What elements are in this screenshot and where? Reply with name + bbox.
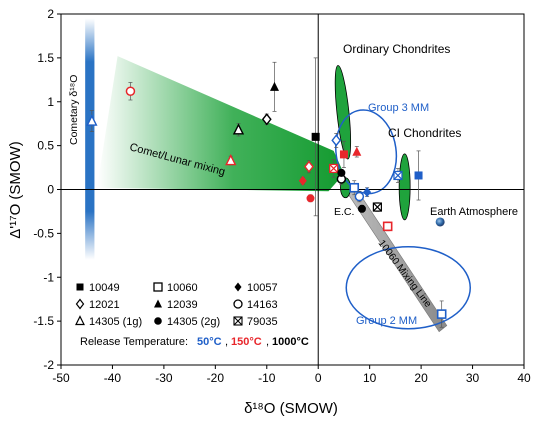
cometary-band	[85, 18, 95, 260]
cometary-label: Cometary δ¹⁸O	[68, 75, 80, 145]
group2-mm-field	[345, 246, 471, 330]
x-tick-label: -50	[52, 371, 70, 385]
point-14305-2g--150c	[306, 194, 315, 203]
x-tick-label: 0	[315, 371, 322, 385]
legend-label: 79035	[247, 316, 278, 328]
xbox-cross	[393, 171, 403, 180]
y-axis-ticks: 2 1.5 1 0.5 0 -0.5 -1 -1.5 -2	[33, 7, 61, 372]
x-tick-label: 30	[466, 371, 480, 385]
point-10060-50c	[349, 182, 360, 193]
legend: 10049 10060 10057 12021 12039 14163 14305 (1g)…	[75, 282, 278, 328]
point-12021-50c	[331, 134, 342, 147]
legend-label: 14305 (1g)	[89, 316, 142, 328]
y-tick-label: 0	[47, 183, 54, 197]
point-14305-2g--1000c	[337, 168, 346, 177]
ordinary-chondrites-label: Ordinary Chondrites	[343, 42, 450, 56]
legend-marker	[76, 283, 84, 291]
point-12021-1000c	[261, 113, 272, 126]
ec-label: E.C.	[334, 206, 354, 218]
y-tick-label: -0.5	[33, 226, 54, 240]
x-tick-label: 20	[414, 371, 428, 385]
x-tick-label: -40	[104, 371, 122, 385]
temp-50-label: 50°C	[197, 336, 222, 348]
legend-label: 10057	[247, 282, 278, 294]
point-10060-150c	[382, 221, 393, 232]
release-temperature-label: Release Temperature:	[80, 336, 188, 348]
point-12021-150c	[304, 160, 314, 173]
point-10057-150c	[298, 175, 307, 186]
point-14305-1g--50c	[86, 114, 98, 126]
y-tick-label: 1.5	[37, 51, 54, 65]
legend-label: 12039	[167, 299, 198, 311]
x-tick-label: -20	[207, 371, 225, 385]
legend-marker	[154, 299, 162, 308]
y-tick-label: 2	[47, 7, 54, 21]
earth-atmosphere-label: Earth Atmosphere	[430, 206, 518, 218]
legend-marker	[153, 282, 163, 292]
point-12039-1000c	[269, 81, 279, 91]
legend-label: 14163	[247, 299, 278, 311]
temp-sep-2: ,	[266, 336, 269, 348]
release-temperature-note: Release Temperature: 50°C , 150°C , 1000…	[80, 336, 309, 348]
y-tick-label: -1.5	[33, 314, 54, 328]
point-12039-150c	[352, 146, 362, 156]
point-14305-1g--150c	[225, 153, 237, 166]
point-10049-150c	[339, 150, 348, 159]
mixing-line-label: 10060 Mixing Line	[376, 238, 434, 310]
data-points	[86, 57, 447, 328]
y-tick-label: 0.5	[37, 139, 54, 153]
point-10057-50c	[363, 187, 372, 198]
point-10049-1000c	[311, 132, 320, 141]
x-tick-label: 10	[363, 371, 377, 385]
legend-marker	[75, 315, 85, 326]
y-tick-label: -2	[43, 358, 54, 372]
legend-label: 10049	[89, 282, 120, 294]
legend-marker	[234, 282, 242, 292]
earth-icon	[435, 217, 445, 227]
group3-mm-field	[335, 109, 398, 195]
legend-xbox-cross	[233, 316, 243, 326]
y-tick-label: 1	[47, 95, 54, 109]
legend-marker	[154, 317, 162, 325]
group3-label: Group 3 MM	[368, 102, 429, 114]
xbox-cross	[372, 202, 382, 212]
legend-marker	[75, 298, 85, 310]
legend-label: 14305 (2g)	[167, 316, 220, 328]
x-tick-label: -30	[155, 371, 173, 385]
y-axis-label: Δ'¹⁷O (SMOW)	[7, 141, 24, 238]
ordinary-chondrites-field	[334, 65, 352, 160]
x-axis-label: δ¹⁸O (SMOW)	[244, 400, 338, 417]
point-14163-150c	[125, 86, 136, 96]
legend-label: 10060	[167, 282, 198, 294]
point-14305-1g--1000c	[232, 123, 245, 135]
xbox-cross	[329, 164, 339, 173]
temp-sep-1: ,	[225, 336, 228, 348]
ci-chondrites-label: CI Chondrites	[388, 126, 461, 140]
temp-1000-label: 1000°C	[272, 336, 309, 348]
x-axis-ticks: -50 -40 -30 -20 -10 0 10 20 30 40	[52, 365, 531, 385]
group2-label: Group 2 MM	[356, 315, 417, 327]
point-10049-50c	[414, 171, 423, 180]
point-14163-50c	[354, 191, 365, 202]
x-tick-label: 40	[517, 371, 531, 385]
point-10060-50c	[436, 309, 447, 319]
point-14305-2g--1000c	[357, 204, 366, 213]
temp-150-label: 150°C	[231, 336, 262, 348]
legend-marker	[233, 299, 243, 309]
mixing-wedge	[97, 56, 344, 192]
y-tick-label: -1	[43, 270, 54, 284]
ci-chondrites-field	[398, 153, 411, 221]
x-tick-label: -10	[258, 371, 276, 385]
legend-label: 12021	[89, 299, 120, 311]
